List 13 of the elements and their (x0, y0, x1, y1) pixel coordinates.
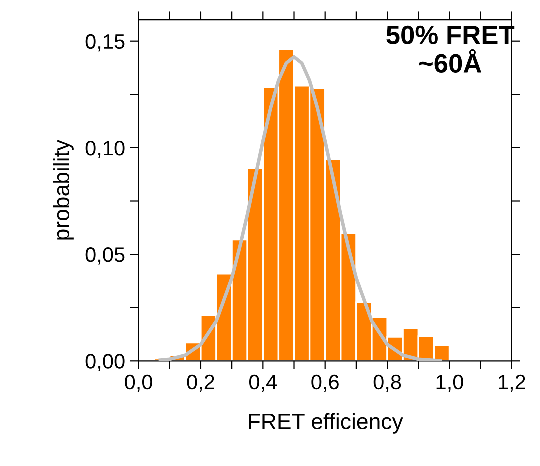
x-tick-label: 0,6 (312, 374, 339, 392)
y-tick-label: 0,00 (86, 354, 125, 372)
x-tick-label: 0,8 (374, 374, 402, 392)
x-tick-label: 0,2 (187, 374, 214, 392)
x-tick-label: 0,4 (249, 374, 278, 392)
y-axis-title: probability (53, 140, 74, 240)
x-axis-title: FRET efficiency (249, 413, 404, 434)
x-tick-label: 1,2 (499, 374, 526, 392)
x-tick-label: 1,0 (436, 374, 464, 392)
y-tick-label: 0,05 (86, 248, 125, 265)
x-tick-label: 0,0 (125, 374, 152, 392)
y-tick-label: 0,15 (86, 34, 125, 52)
y-tick-label: 0,10 (86, 140, 125, 158)
